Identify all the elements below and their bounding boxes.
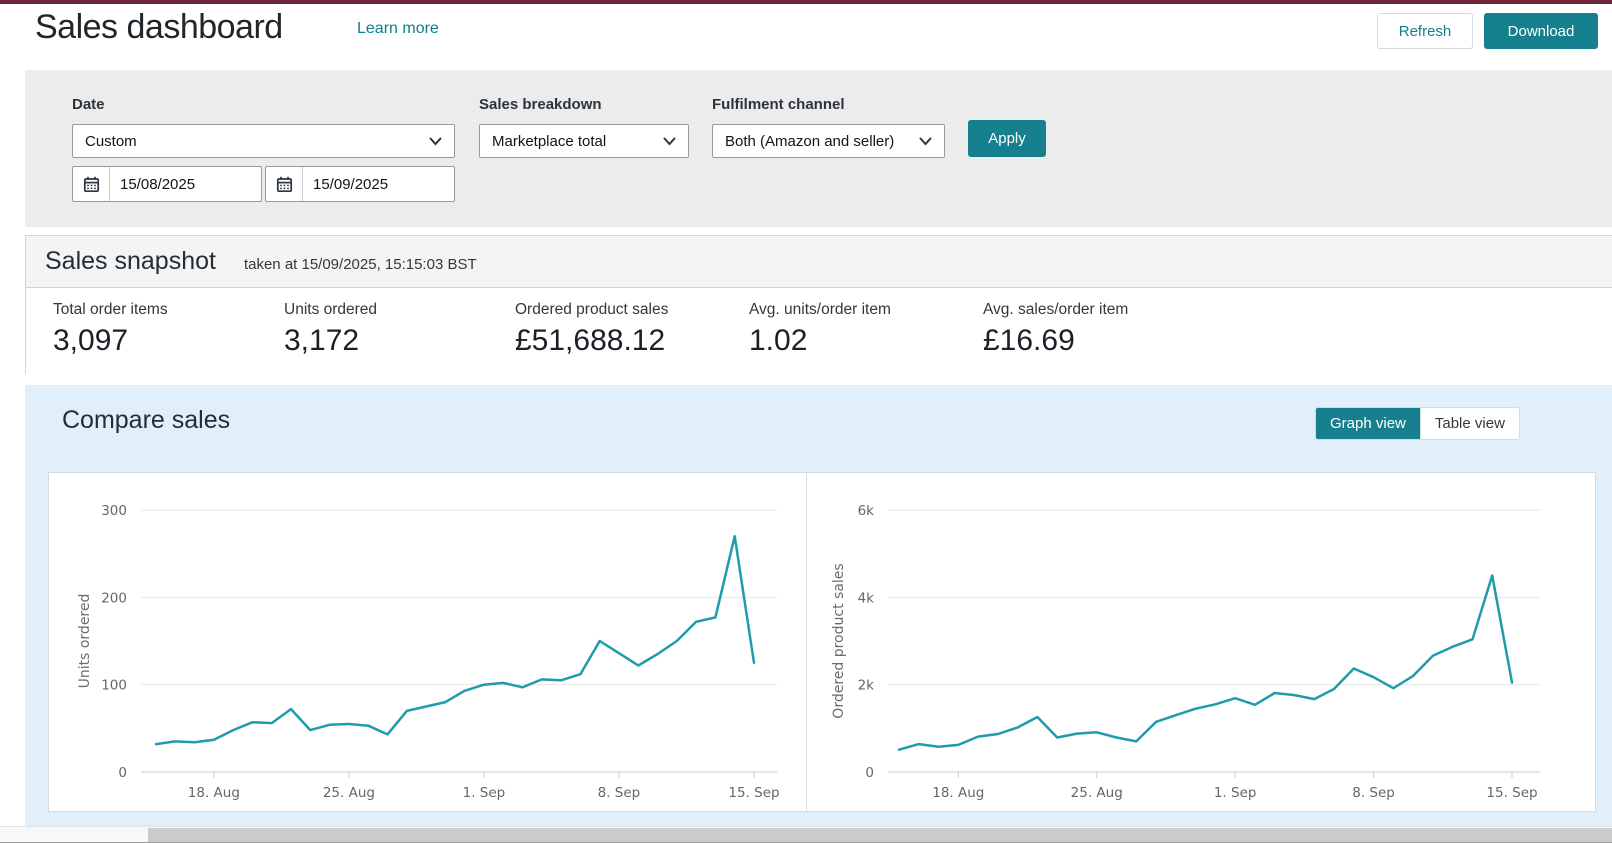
- data-series-line: [897, 574, 1514, 751]
- date-from-value: 15/08/2025: [120, 175, 196, 193]
- x-tick-label: 8. Sep: [598, 785, 641, 801]
- refresh-button[interactable]: Refresh: [1377, 13, 1473, 49]
- date-range-select[interactable]: Custom: [72, 124, 455, 158]
- units-ordered-chart: 0 100 200 300 18. Aug 25. Aug 1. Sep 8. Sep 15. …: [77, 503, 780, 801]
- date-range-selected-value: Custom: [85, 132, 137, 150]
- sales-snapshot-section: Sales snapshot taken at 15/09/2025, 15:1…: [25, 235, 1612, 374]
- chevron-down-icon: [919, 133, 932, 150]
- x-tick-label: 15. Sep: [728, 785, 779, 801]
- y-axis-title: Ordered product sales: [831, 563, 847, 718]
- date-to-input[interactable]: 15/09/2025: [265, 166, 455, 202]
- snapshot-metrics-row: Total order items 3,097 Units ordered 3,…: [26, 288, 1612, 374]
- page-title: Sales dashboard: [35, 8, 283, 46]
- calendar-icon[interactable]: [266, 167, 303, 201]
- sales-breakdown-select[interactable]: Marketplace total: [479, 124, 689, 158]
- fulfilment-channel-label: Fulfilment channel: [712, 96, 845, 113]
- snapshot-timestamp: taken at 15/09/2025, 15:15:03 BST: [243, 256, 477, 273]
- x-tick-label: 18. Aug: [188, 785, 240, 801]
- x-tick-label: 15. Sep: [1486, 785, 1537, 801]
- units-ordered-chart-panel: 0 100 200 300 18. Aug 25. Aug 1. Sep 8. Sep 15. …: [48, 472, 807, 812]
- y-tick-label: 0: [865, 765, 874, 781]
- top-accent-bar: [0, 0, 1612, 4]
- ordered-product-sales-chart: 0 2k 4k 6k 18. Aug 25. Aug 1. Sep 8. Sep 15. Sep…: [831, 503, 1540, 801]
- calendar-icon[interactable]: [73, 167, 110, 201]
- graph-view-button[interactable]: Graph view: [1316, 408, 1420, 439]
- x-tick-label: 1. Sep: [463, 785, 506, 801]
- y-axis-title: Units ordered: [77, 594, 93, 689]
- x-tick-label: 25. Aug: [323, 785, 375, 801]
- compare-sales-title: Compare sales: [62, 406, 231, 434]
- learn-more-link[interactable]: Learn more: [357, 20, 439, 37]
- date-to-value: 15/09/2025: [313, 175, 389, 193]
- horizontal-scrollbar: [0, 826, 1612, 842]
- x-tick-label: 1. Sep: [1214, 785, 1257, 801]
- metric-ordered-product-sales: Ordered product sales £51,688.12: [515, 301, 669, 357]
- sales-snapshot-header: Sales snapshot taken at 15/09/2025, 15:1…: [26, 236, 1612, 288]
- metric-avg-units-order-item: Avg. units/order item 1.02: [749, 301, 891, 357]
- y-tick-label: 300: [101, 503, 127, 519]
- chevron-down-icon: [663, 133, 676, 150]
- fulfilment-channel-select[interactable]: Both (Amazon and seller): [712, 124, 945, 158]
- y-tick-label: 200: [101, 590, 127, 606]
- sales-breakdown-selected-value: Marketplace total: [492, 132, 607, 150]
- fulfilment-channel-selected-value: Both (Amazon and seller): [725, 132, 895, 150]
- metric-avg-sales-order-item: Avg. sales/order item £16.69: [983, 301, 1129, 357]
- y-tick-label: 6k: [858, 503, 875, 519]
- chevron-down-icon: [429, 133, 442, 150]
- metric-total-order-items: Total order items 3,097: [53, 301, 168, 357]
- x-tick-label: 8. Sep: [1352, 785, 1395, 801]
- horizontal-scrollbar-thumb[interactable]: [148, 828, 1612, 842]
- x-tick-label: 18. Aug: [932, 785, 984, 801]
- ordered-product-sales-chart-panel: 0 2k 4k 6k 18. Aug 25. Aug 1. Sep 8. Sep 15. Sep…: [806, 472, 1596, 812]
- download-button[interactable]: Download: [1484, 13, 1598, 49]
- sales-snapshot-title: Sales snapshot: [45, 247, 216, 275]
- data-series-line: [154, 534, 756, 746]
- apply-button[interactable]: Apply: [968, 120, 1046, 157]
- y-tick-label: 2k: [858, 678, 875, 694]
- compare-sales-section: Compare sales Graph view Table view 0 100…: [25, 385, 1612, 827]
- y-tick-label: 4k: [858, 590, 875, 606]
- table-view-button[interactable]: Table view: [1419, 408, 1519, 439]
- y-tick-label: 0: [118, 765, 127, 781]
- sales-breakdown-label: Sales breakdown: [479, 96, 602, 113]
- date-from-input[interactable]: 15/08/2025: [72, 166, 262, 202]
- filter-panel: Date Sales breakdown Fulfilment channel …: [25, 70, 1612, 227]
- y-tick-label: 100: [101, 678, 127, 694]
- view-toggle: Graph view Table view: [1315, 407, 1520, 440]
- x-tick-label: 25. Aug: [1071, 785, 1123, 801]
- date-filter-label: Date: [72, 96, 105, 113]
- metric-units-ordered: Units ordered 3,172: [284, 301, 378, 357]
